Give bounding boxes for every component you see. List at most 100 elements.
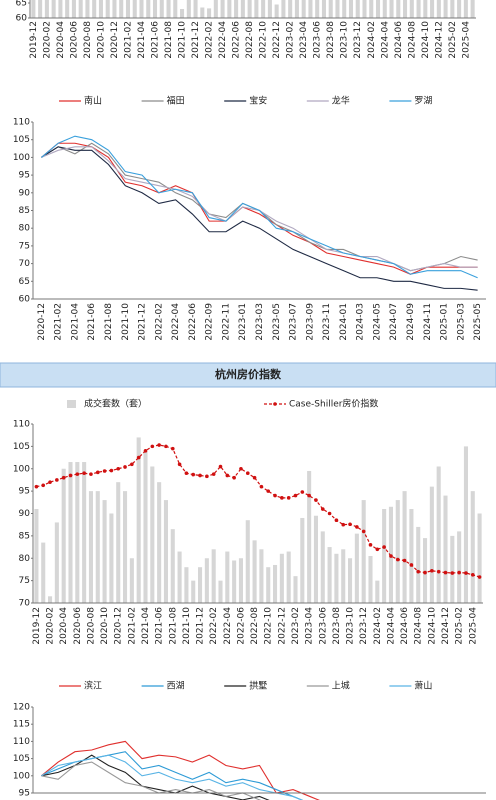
bar: [102, 500, 107, 603]
x-tick-label: 2021-06: [155, 607, 165, 645]
bar: [416, 526, 421, 603]
legend-label: 福田: [167, 95, 185, 107]
x-tick-label: 2020-10: [96, 21, 106, 59]
y-tick-label: 70: [19, 599, 31, 609]
bar: [342, 0, 347, 18]
bar: [129, 558, 134, 603]
bar: [402, 491, 407, 603]
x-tick-label: 2020-04: [59, 607, 69, 645]
series-dot: [436, 569, 441, 574]
x-tick-label: 2024-02: [367, 21, 377, 59]
legend-swatch: [67, 400, 76, 408]
bar: [293, 576, 298, 603]
bar: [259, 549, 264, 603]
legend-label: 西湖: [167, 681, 185, 692]
series-dot: [211, 472, 216, 476]
bar: [457, 0, 462, 18]
series-dot: [191, 472, 196, 477]
plot-area: [31, 0, 475, 18]
bar: [267, 0, 272, 18]
x-tick-label: 2021-04: [70, 303, 80, 341]
series-dot: [266, 489, 271, 493]
legend-label: Case-Shiller房价指数: [289, 398, 378, 410]
x-tick-label: 2024-01: [339, 303, 349, 341]
section-header: [0, 362, 496, 388]
series-dot: [307, 493, 311, 498]
series-dot: [273, 493, 277, 498]
bar: [116, 482, 121, 603]
bar: [300, 517, 305, 603]
x-tick-label: 2021-10: [182, 607, 192, 645]
y-tick-label: 80: [19, 554, 31, 564]
bar: [328, 0, 333, 18]
series-dot: [48, 480, 52, 484]
y-tick-label: 95: [19, 487, 30, 497]
series-dot: [89, 472, 93, 476]
bar: [443, 495, 448, 603]
x-tick-label: 2022-02: [209, 607, 219, 645]
x-tick-label: 2022-06: [236, 607, 246, 645]
series-dot: [109, 468, 114, 473]
bar: [152, 0, 158, 18]
bar: [139, 0, 144, 18]
x-tick-label: 2023-02: [291, 607, 301, 645]
y-tick-label: 60: [16, 14, 28, 24]
bar: [315, 0, 320, 18]
bar: [450, 0, 455, 18]
bar: [213, 0, 218, 18]
x-tick-label: 2020-10: [100, 607, 110, 645]
y-tick-label: 105: [13, 442, 30, 452]
series-dot: [293, 493, 298, 498]
series-dot: [334, 518, 339, 523]
series-dot: [225, 473, 230, 478]
x-tick-label: 2024-08: [414, 607, 424, 645]
series-dot: [464, 571, 468, 575]
bar: [463, 446, 468, 603]
series-dot: [423, 570, 427, 575]
bar: [369, 0, 374, 18]
x-tick-label: 2024-04: [380, 21, 390, 59]
bar: [125, 0, 131, 18]
series-dot: [184, 471, 189, 476]
x-tick-label: 2023-01: [238, 303, 248, 341]
bar: [204, 558, 209, 603]
x-tick-label: 2022-06: [232, 21, 242, 59]
x-tick-label: 2021-06: [151, 21, 161, 59]
y-tick-label: 75: [19, 576, 30, 586]
y-tick-label: 90: [19, 188, 31, 198]
bar: [34, 509, 39, 603]
x-tick-label: 2023-08: [332, 607, 342, 645]
x-tick-label: 2022-04: [223, 607, 233, 645]
bar: [207, 8, 212, 18]
bar: [247, 0, 252, 18]
series-dot: [34, 484, 39, 489]
x-tick-label: 2020-06: [73, 607, 83, 645]
bar: [288, 0, 293, 18]
series-dot: [355, 525, 359, 529]
x-tick-label: 2020-12: [114, 607, 124, 645]
x-tick-label: 2025-03: [456, 303, 466, 341]
x-tick-label: 2024-05: [372, 303, 382, 341]
x-tick-label: 2023-03: [255, 303, 265, 341]
y-tick-label: 85: [19, 531, 30, 541]
x-tick-label: 2022-06: [188, 303, 198, 341]
bar: [95, 491, 100, 603]
bar: [355, 0, 360, 18]
x-tick-label: 2023-12: [353, 21, 363, 59]
series-dot: [75, 472, 80, 476]
bar: [273, 564, 278, 603]
bar: [382, 509, 387, 603]
bar: [119, 0, 124, 18]
bar: [109, 513, 114, 603]
x-tick-label: 2024-10: [427, 607, 437, 645]
bar: [75, 462, 80, 603]
bar: [281, 0, 286, 18]
series-dot: [198, 473, 202, 478]
bar: [294, 0, 299, 18]
bar: [320, 531, 325, 603]
bar: [123, 491, 128, 603]
bar: [307, 470, 312, 603]
bar: [327, 547, 332, 603]
bar: [321, 0, 326, 18]
y-tick-label: 95: [19, 171, 30, 181]
